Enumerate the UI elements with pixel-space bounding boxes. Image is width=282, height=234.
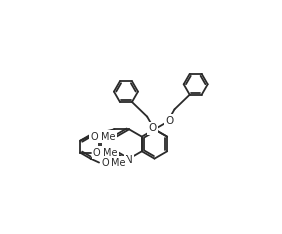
Text: O: O xyxy=(148,123,157,133)
Text: O: O xyxy=(91,132,98,142)
Text: Me: Me xyxy=(101,132,116,142)
Text: Me: Me xyxy=(111,157,126,168)
Text: O: O xyxy=(93,148,101,158)
Text: O: O xyxy=(165,116,173,126)
Text: O: O xyxy=(101,157,109,168)
Text: Me: Me xyxy=(103,148,118,158)
Text: N: N xyxy=(125,155,133,165)
